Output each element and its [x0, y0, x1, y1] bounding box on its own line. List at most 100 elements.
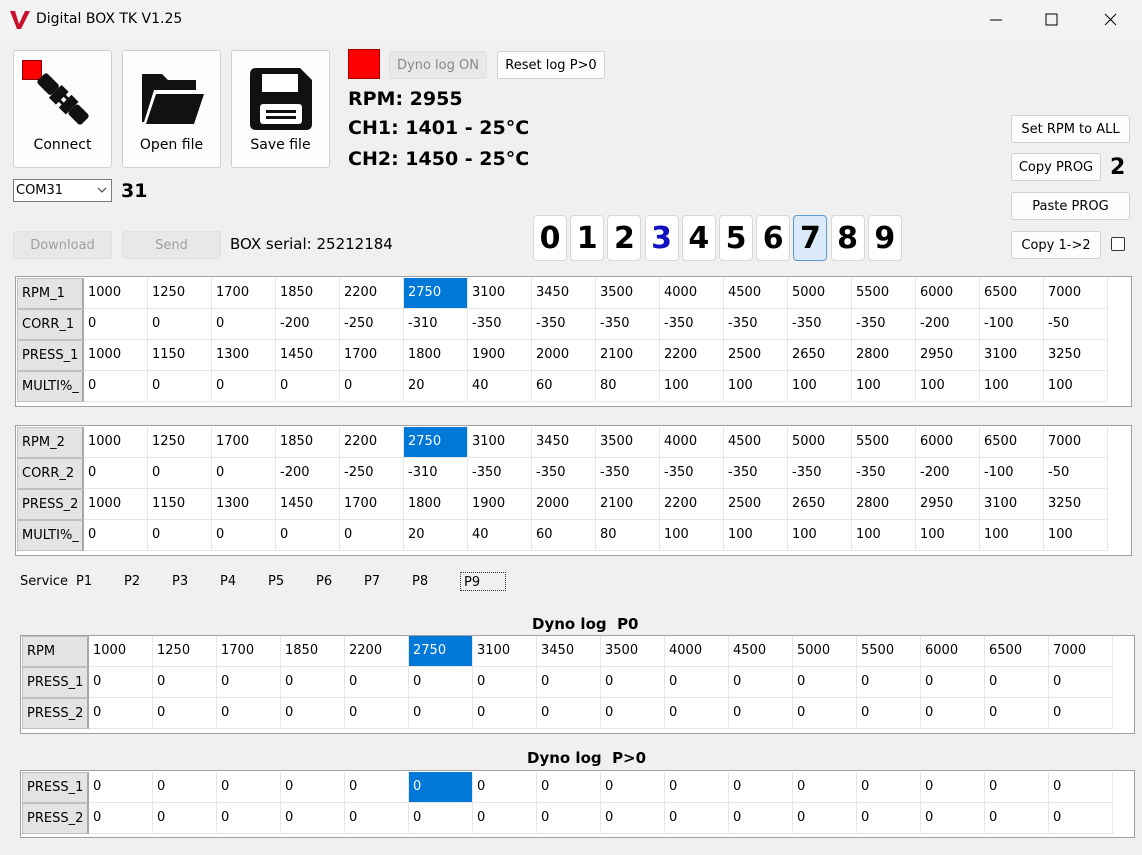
program-tab[interactable]: P8: [412, 574, 429, 589]
table-cell[interactable]: 0: [409, 772, 473, 803]
program-tab[interactable]: P4: [220, 574, 237, 589]
table-cell[interactable]: 7000: [1044, 427, 1108, 458]
table-cell[interactable]: 5000: [788, 278, 852, 309]
table-cell[interactable]: 0: [729, 667, 793, 698]
table-cell[interactable]: 3100: [980, 489, 1044, 520]
table-cell[interactable]: 0: [793, 698, 857, 729]
table-cell[interactable]: -310: [404, 458, 468, 489]
program-tab[interactable]: P9: [460, 572, 506, 591]
table-cell[interactable]: 1800: [404, 340, 468, 371]
table-cell[interactable]: 1150: [148, 489, 212, 520]
table-cell[interactable]: 100: [1044, 371, 1108, 402]
table-cell[interactable]: 5500: [857, 636, 921, 667]
table-cell[interactable]: 2500: [724, 489, 788, 520]
table-cell[interactable]: 2000: [532, 489, 596, 520]
table-cell[interactable]: 0: [345, 698, 409, 729]
table-cell[interactable]: 6500: [980, 278, 1044, 309]
table-cell[interactable]: 6500: [985, 636, 1049, 667]
table-cell[interactable]: 2950: [916, 340, 980, 371]
table-cell[interactable]: 2800: [852, 489, 916, 520]
reset-log-button[interactable]: Reset log P>0: [497, 51, 605, 79]
table-cell[interactable]: -100: [980, 458, 1044, 489]
table-cell[interactable]: 2750: [404, 427, 468, 458]
program-digit[interactable]: 5: [719, 215, 753, 261]
table-cell[interactable]: 0: [793, 667, 857, 698]
table-cell[interactable]: 0: [537, 803, 601, 834]
copy-1-2-checkbox[interactable]: [1111, 237, 1125, 251]
table-cell[interactable]: 40: [468, 520, 532, 551]
table-cell[interactable]: 5500: [852, 427, 916, 458]
table-cell[interactable]: -350: [532, 309, 596, 340]
table-cell[interactable]: 0: [1049, 698, 1113, 729]
table-cell[interactable]: 2650: [788, 489, 852, 520]
table-cell[interactable]: 4500: [724, 427, 788, 458]
table-cell[interactable]: 100: [852, 371, 916, 402]
table-cell[interactable]: 0: [409, 698, 473, 729]
table-cell[interactable]: 2200: [340, 278, 404, 309]
table-cell[interactable]: 6000: [916, 278, 980, 309]
table-cell[interactable]: 100: [660, 520, 724, 551]
table-cell[interactable]: 0: [729, 698, 793, 729]
table-cell[interactable]: 0: [985, 772, 1049, 803]
table-cell[interactable]: 2100: [596, 340, 660, 371]
table-cell[interactable]: 4000: [665, 636, 729, 667]
table-cell[interactable]: 4500: [724, 278, 788, 309]
table-cell[interactable]: 3450: [537, 636, 601, 667]
copy-1-2-button[interactable]: Copy 1->2: [1011, 231, 1101, 259]
table-cell[interactable]: 1000: [84, 278, 148, 309]
table-cell[interactable]: 2500: [724, 340, 788, 371]
table-cell[interactable]: 0: [857, 772, 921, 803]
table-cell[interactable]: 0: [153, 698, 217, 729]
table-cell[interactable]: 6000: [921, 636, 985, 667]
table-cell[interactable]: 5000: [788, 427, 852, 458]
table-cell[interactable]: 1700: [212, 427, 276, 458]
table-cell[interactable]: 0: [793, 803, 857, 834]
table-cell[interactable]: 0: [84, 309, 148, 340]
program-digit[interactable]: 7: [793, 215, 828, 261]
table-cell[interactable]: -350: [724, 309, 788, 340]
table-cell[interactable]: 0: [473, 667, 537, 698]
program-digit[interactable]: 9: [867, 215, 902, 261]
table-cell[interactable]: 3500: [601, 636, 665, 667]
table-cell[interactable]: 1800: [404, 489, 468, 520]
table-cell[interactable]: 0: [985, 698, 1049, 729]
table-cell[interactable]: 3100: [468, 427, 532, 458]
program-tab[interactable]: P1: [76, 574, 93, 589]
table-cell[interactable]: 0: [1049, 667, 1113, 698]
table-cell[interactable]: 2650: [788, 340, 852, 371]
table-cell[interactable]: 0: [537, 667, 601, 698]
table-cell[interactable]: 7000: [1049, 636, 1113, 667]
table-cell[interactable]: 0: [217, 667, 281, 698]
table-cell[interactable]: 0: [340, 520, 404, 551]
table-cell[interactable]: 100: [980, 371, 1044, 402]
table-cell[interactable]: 0: [89, 772, 153, 803]
table-cell[interactable]: 0: [601, 698, 665, 729]
table-cell[interactable]: 3100: [468, 278, 532, 309]
table-cell[interactable]: 0: [212, 309, 276, 340]
table-cell[interactable]: 0: [409, 803, 473, 834]
table-cell[interactable]: 5000: [793, 636, 857, 667]
table-cell[interactable]: 3500: [596, 427, 660, 458]
table-cell[interactable]: 0: [281, 698, 345, 729]
table-cell[interactable]: 0: [153, 803, 217, 834]
table-cell[interactable]: 2200: [345, 636, 409, 667]
table-cell[interactable]: 1700: [340, 340, 404, 371]
table-cell[interactable]: 1900: [468, 489, 532, 520]
table-cell[interactable]: 0: [84, 458, 148, 489]
paste-prog-button[interactable]: Paste PROG: [1011, 192, 1130, 220]
table-cell[interactable]: 0: [212, 520, 276, 551]
table-cell[interactable]: 0: [921, 667, 985, 698]
table-cell[interactable]: 0: [473, 803, 537, 834]
table-cell[interactable]: -350: [468, 458, 532, 489]
table-cell[interactable]: 0: [665, 772, 729, 803]
table-cell[interactable]: -200: [276, 458, 340, 489]
table-cell[interactable]: 20: [404, 371, 468, 402]
program-tab[interactable]: P6: [316, 574, 333, 589]
program-tab[interactable]: P3: [172, 574, 189, 589]
table-cell[interactable]: 0: [276, 520, 340, 551]
table-cell[interactable]: 100: [788, 371, 852, 402]
table-cell[interactable]: -350: [660, 458, 724, 489]
table-cell[interactable]: -350: [724, 458, 788, 489]
table-cell[interactable]: 100: [852, 520, 916, 551]
table-cell[interactable]: 0: [921, 803, 985, 834]
